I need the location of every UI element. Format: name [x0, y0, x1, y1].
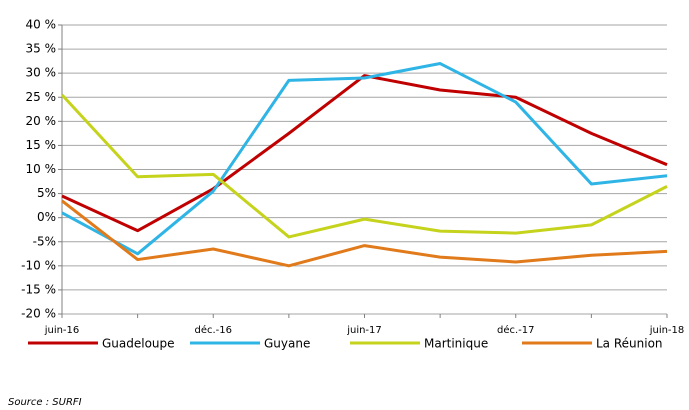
y-tick-label: 0%: [37, 210, 56, 224]
legend-label: La Réunion: [596, 337, 663, 351]
y-tick-label: -15 %: [21, 282, 56, 296]
y-tick-label: -10 %: [21, 258, 56, 272]
x-tick-label: déc.-17: [497, 324, 535, 336]
x-tick-label: juin-18: [649, 325, 685, 336]
x-tick-label: juin-17: [346, 325, 382, 336]
line: [60, 93, 668, 239]
y-tick-label: 30 %: [26, 66, 57, 80]
y-tick-label: 40 %: [26, 18, 57, 32]
y-tick-label: 25 %: [26, 90, 57, 104]
x-tick-label: déc.-16: [194, 324, 232, 336]
legend-label: Martinique: [424, 337, 488, 351]
source: Source : SURFI: [8, 397, 82, 408]
y-tick-label: -5%: [33, 234, 56, 248]
y-tick-label: 5%: [37, 186, 56, 200]
line: [61, 74, 668, 233]
y-tick-label: 15 %: [26, 138, 57, 152]
y-tick-label: 20 %: [26, 114, 57, 128]
y-tick-label: 10 %: [26, 162, 57, 176]
line: [61, 62, 668, 256]
y-tick-label: 35 %: [26, 42, 57, 56]
legend-label: Guyane: [264, 337, 310, 351]
legend-label: Guadeloupe: [102, 337, 175, 351]
x-tick-label: juin-16: [44, 325, 80, 336]
line: [61, 199, 668, 268]
y-tick-label: -20 %: [21, 307, 56, 321]
